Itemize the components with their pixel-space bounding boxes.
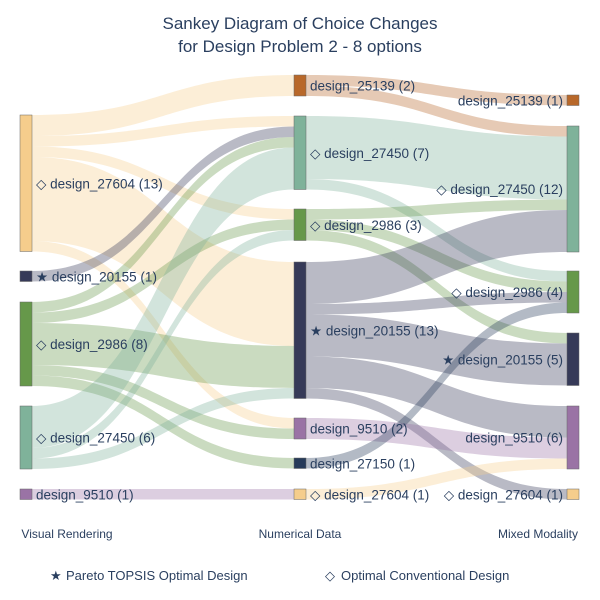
node-n9510[interactable] <box>293 417 307 440</box>
link-v27604-to-n9510[interactable] <box>32 241 294 429</box>
title-line-1: Sankey Diagram of Choice Changes <box>163 14 438 33</box>
labels-layer: ◇ design_27604 (13) ★ design_20155 (1) ◇ d… <box>36 79 563 503</box>
link-v2986-to-n20155[interactable] <box>32 323 294 388</box>
links-layer <box>32 75 567 500</box>
node-label-m2986: ◇ design_2986 (4) <box>451 285 563 300</box>
node-n25139[interactable] <box>293 74 307 97</box>
link-n20155-to-m20155[interactable] <box>306 314 567 386</box>
node-v9510[interactable] <box>19 488 33 500</box>
node-label-m20155: ★ design_20155 (5) <box>442 352 563 367</box>
node-label-v20155: ★ design_20155 (1) <box>36 269 157 284</box>
node-n20155[interactable] <box>293 261 307 399</box>
node-label-n9510: design_9510 (2) <box>310 422 408 437</box>
link-v27604-to-n27450[interactable] <box>32 116 294 147</box>
legend-conventional-symbol: ◇ <box>325 568 335 583</box>
link-n9510-to-m9510[interactable] <box>306 418 567 459</box>
link-v2986-to-n27150[interactable] <box>32 375 294 469</box>
legend-pareto-symbol: ★ <box>50 568 62 583</box>
node-label-n25139: design_25139 (2) <box>310 79 415 94</box>
chart-title: Sankey Diagram of Choice Changes for Des… <box>163 14 438 56</box>
legend: ★ Pareto TOPSIS Optimal Design ◇ Optimal… <box>50 568 509 583</box>
node-label-n27150: design_27150 (1) <box>310 456 415 471</box>
link-n2986-to-m27450[interactable] <box>306 199 567 220</box>
column-labels: Visual Rendering Numerical Data Mixed Mo… <box>21 527 578 541</box>
nodes-layer <box>19 74 580 500</box>
node-label-n27450: ◇ design_27450 (7) <box>310 146 429 161</box>
link-v27450-to-n20155[interactable] <box>32 388 294 469</box>
node-n27150[interactable] <box>293 457 307 469</box>
link-n27450-to-m2986[interactable] <box>306 179 567 282</box>
node-label-n2986: ◇ design_2986 (3) <box>310 218 422 233</box>
column-label-visual-rendering: Visual Rendering <box>21 527 112 541</box>
node-m20155[interactable] <box>566 332 580 386</box>
node-m2986[interactable] <box>566 270 580 314</box>
node-label-m27450: ◇ design_27450 (12) <box>436 182 563 197</box>
link-n20155-to-m9510[interactable] <box>306 356 567 438</box>
link-v20155-to-n27450[interactable] <box>32 126 294 282</box>
node-n27604[interactable] <box>293 488 307 500</box>
node-label-v2986: ◇ design_2986 (8) <box>36 337 148 352</box>
node-v2986[interactable] <box>19 301 33 387</box>
link-n2986-to-m20155[interactable] <box>306 230 567 344</box>
link-v2986-to-n2986[interactable] <box>32 219 294 324</box>
node-v27450[interactable] <box>19 405 33 470</box>
node-m27604[interactable] <box>566 488 580 500</box>
node-m27450[interactable] <box>566 125 580 253</box>
legend-pareto-label: Pareto TOPSIS Optimal Design <box>66 568 248 583</box>
node-v27604[interactable] <box>19 114 33 252</box>
link-v27450-to-n2986[interactable] <box>32 230 294 459</box>
node-label-v9510: design_9510 (1) <box>36 487 134 502</box>
link-n2986-to-m2986[interactable] <box>306 219 567 293</box>
node-m25139[interactable] <box>566 94 580 106</box>
link-n27604-to-m9510[interactable] <box>306 458 567 500</box>
title-line-2: for Design Problem 2 - 8 options <box>178 37 422 56</box>
node-n27450[interactable] <box>293 115 307 190</box>
link-v2986-to-n27450[interactable] <box>32 137 294 313</box>
link-v2986-to-n9510[interactable] <box>32 365 294 439</box>
link-n27450-to-m27450[interactable] <box>306 116 567 200</box>
link-n27150-to-m2986[interactable] <box>306 302 567 469</box>
node-label-m27604: ◇ design_27604 (1) <box>444 487 563 502</box>
node-label-n27604: ◇ design_27604 (1) <box>310 487 429 502</box>
node-m9510[interactable] <box>566 405 580 470</box>
column-label-mixed-modality: Mixed Modality <box>498 527 578 541</box>
link-n25139-to-m27450[interactable] <box>306 85 567 137</box>
node-label-v27604: ◇ design_27604 (13) <box>36 176 163 191</box>
link-v9510-to-n27604[interactable] <box>32 489 294 500</box>
node-label-n20155: ★ design_20155 (13) <box>310 323 438 338</box>
link-v27604-to-n20155[interactable] <box>32 157 294 346</box>
link-v27604-to-n2986[interactable] <box>32 146 294 220</box>
node-label-v27450: ◇ design_27450 (6) <box>36 431 155 446</box>
link-n20155-to-m2986[interactable] <box>306 292 567 315</box>
node-label-m25139: design_25139 (1) <box>458 93 563 108</box>
node-v20155[interactable] <box>19 270 33 282</box>
link-n20155-to-m27604[interactable] <box>306 388 567 500</box>
link-v27604-to-n25139[interactable] <box>32 75 294 136</box>
node-label-m9510: design_9510 (6) <box>465 431 563 446</box>
legend-conventional-label: Optimal Conventional Design <box>341 568 509 583</box>
node-n2986[interactable] <box>293 208 307 241</box>
link-n20155-to-m27450[interactable] <box>306 210 567 304</box>
link-v27450-to-n27450[interactable] <box>32 147 294 449</box>
column-label-numerical-data: Numerical Data <box>259 527 342 541</box>
link-n25139-to-m25139[interactable] <box>306 75 567 106</box>
